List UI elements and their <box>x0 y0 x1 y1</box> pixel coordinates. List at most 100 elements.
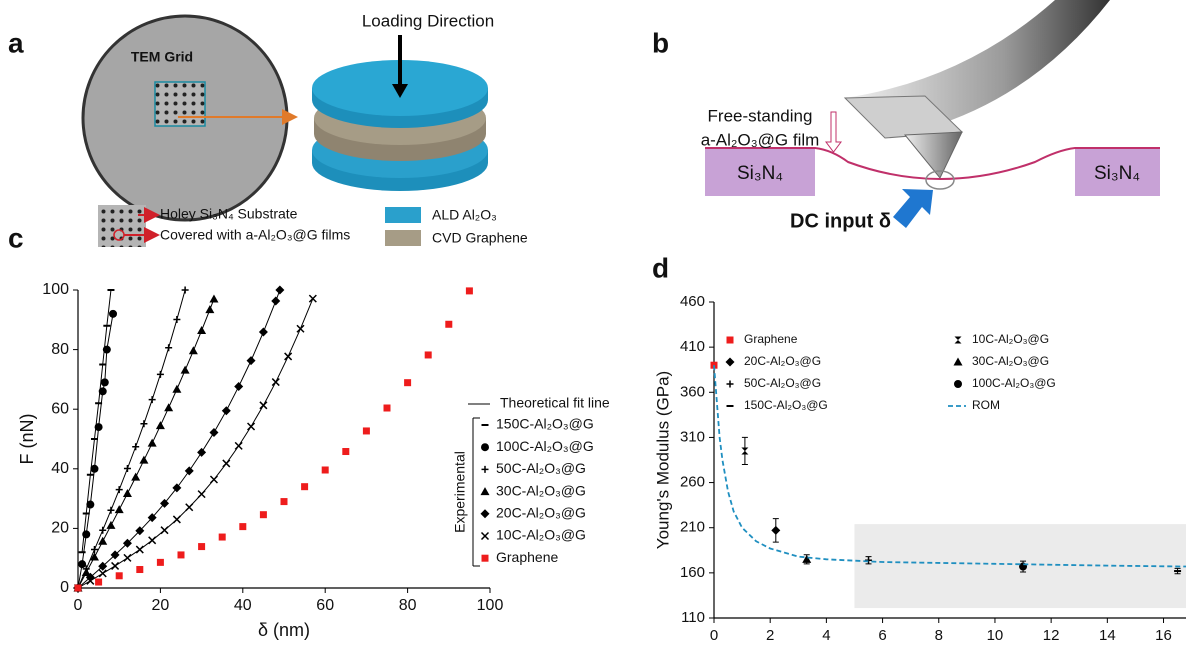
grid-label: TEM Grid <box>131 49 193 65</box>
y-tick-label: 210 <box>680 519 705 536</box>
marker <box>122 489 132 498</box>
marker <box>222 459 231 468</box>
marker <box>131 472 141 481</box>
x-tick-label: 0 <box>710 627 718 644</box>
y-tick-label: 410 <box>680 338 705 355</box>
marker <box>90 546 98 554</box>
legend-label: 100C-Al₂O₃@G <box>972 376 1056 390</box>
x-tick-label: 40 <box>234 597 252 614</box>
x-tick-label: 12 <box>1043 627 1060 644</box>
marker <box>301 483 309 491</box>
y-tick-label: 40 <box>51 460 69 477</box>
x-tick-label: 20 <box>152 597 170 614</box>
legend-label: ROM <box>972 398 1000 412</box>
film-arrow <box>825 111 842 153</box>
legend-label: 150C-Al₂O₃@G <box>744 398 828 412</box>
marker <box>98 569 107 578</box>
film-label: Free-standing <box>708 106 813 125</box>
marker <box>284 352 293 361</box>
fit-line <box>77 289 281 589</box>
marker <box>147 438 157 447</box>
marker <box>123 465 131 473</box>
load-arrow-head <box>392 84 408 98</box>
marker <box>198 543 206 551</box>
marker <box>259 511 267 519</box>
marker <box>132 443 140 451</box>
substrate-label: Si₃N₄ <box>1094 163 1140 184</box>
fit-line <box>77 298 314 589</box>
marker <box>180 365 190 374</box>
marker <box>155 421 165 430</box>
y-tick-label: 310 <box>680 428 705 445</box>
legend-label: CVD Graphene <box>432 230 528 246</box>
marker <box>74 584 82 592</box>
marker <box>404 379 412 387</box>
marker <box>188 346 198 355</box>
marker <box>209 475 218 484</box>
y-tick-label: 20 <box>51 520 69 537</box>
legend-group-label: Experimental <box>452 451 468 533</box>
legend-label: 100C-Al₂O₃@G <box>496 438 594 454</box>
marker <box>234 441 243 450</box>
marker <box>123 553 132 562</box>
marker <box>771 525 781 535</box>
marker <box>135 545 144 554</box>
line <box>713 365 1187 568</box>
legend-marker <box>480 509 490 519</box>
panel-label: a <box>8 27 24 58</box>
legend-marker <box>726 336 734 344</box>
marker <box>99 526 107 534</box>
marker <box>148 536 157 545</box>
marker <box>197 447 207 457</box>
y-axis-label: F (nN) <box>17 414 37 465</box>
marker <box>234 382 244 392</box>
x-tick-label: 100 <box>477 597 504 614</box>
legend-label: 10C-Al₂O₃@G <box>496 527 586 543</box>
panel-label: c <box>8 222 24 253</box>
marker <box>173 316 181 324</box>
marker <box>205 305 215 314</box>
y-tick-label: 80 <box>51 341 69 358</box>
marker <box>239 523 247 531</box>
marker <box>247 422 256 431</box>
marker <box>95 578 103 586</box>
y-tick-label: 110 <box>681 609 705 626</box>
marker <box>172 515 181 524</box>
marker <box>181 286 189 294</box>
marker <box>424 351 432 359</box>
fit-line <box>77 313 114 589</box>
marker <box>114 505 124 514</box>
marker <box>177 551 185 559</box>
marker <box>308 294 317 303</box>
marker <box>140 420 148 428</box>
marker <box>148 396 156 404</box>
x-tick-label: 80 <box>399 597 417 614</box>
marker <box>185 503 194 512</box>
marker <box>362 427 370 435</box>
y-tick-label: 100 <box>42 281 69 298</box>
panel-label: d <box>652 252 669 283</box>
legend-marker <box>725 357 735 367</box>
marker <box>383 404 391 412</box>
x-tick-label: 10 <box>987 627 1004 644</box>
legend-label: Holey Si₃N₄ Substrate <box>160 206 298 222</box>
marker <box>110 550 120 560</box>
contact-ring <box>925 170 955 190</box>
legend-marker <box>954 380 962 388</box>
marker <box>209 294 219 303</box>
marker <box>82 530 91 539</box>
marker <box>156 558 164 566</box>
marker <box>86 576 95 585</box>
marker <box>115 572 123 580</box>
marker <box>246 356 256 366</box>
marker <box>156 370 164 378</box>
marker <box>321 466 329 474</box>
marker <box>802 554 812 563</box>
marker <box>111 561 120 570</box>
legend-marker <box>481 554 489 562</box>
y-axis-label: Young's Modulus (GPa) <box>653 371 672 549</box>
marker <box>86 500 95 509</box>
marker <box>259 401 268 410</box>
film <box>705 147 1160 180</box>
